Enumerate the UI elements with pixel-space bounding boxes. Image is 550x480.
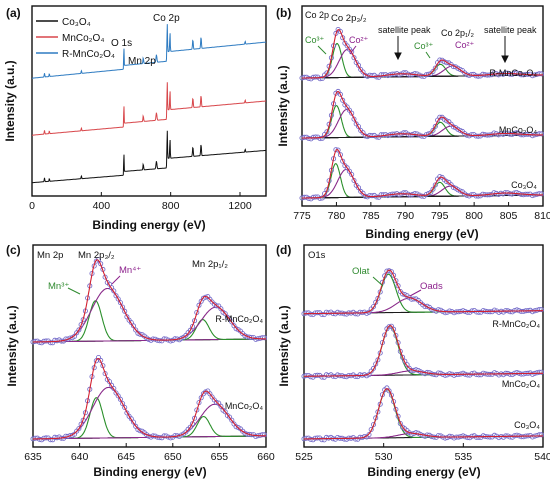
x-tick-label: 530 [375,451,393,463]
x-tick-label: 400 [93,200,111,212]
panel-d-arrows [372,276,422,297]
panel-a-label: (a) [6,6,21,20]
panel-d-xlabel: Binding energy (eV) [367,465,480,479]
survey-spectrum-line [32,130,266,184]
x-tick-label: 800 [162,200,180,212]
x-tick-label: 640 [71,451,89,463]
series-label-b-co3o4: Co₃O₄ [511,180,537,190]
annot-satellite-2: satellite peak [484,25,537,35]
annot-mn2p12: Mn 2p₁/₂ [192,259,228,270]
annot-o1s: O 1s [111,38,132,49]
panel-b-ylabel: Intensity (a.u.) [276,65,290,146]
x-tick-label: 790 [397,210,415,222]
panel-d-ylabel: Intensity (a.u.) [277,305,291,386]
panel-d-label: (d) [276,243,291,257]
panel-a-legend: Co₃O₄ MnCo₂O₄ R-MnCo₂O₄ [36,17,115,60]
annot-co3plus-a: Co³⁺ [305,35,325,45]
x-tick-label: 795 [431,210,449,222]
annot-mn3plus: Mn³⁺ [48,281,69,292]
x-tick-label: 0 [29,200,35,212]
annot-co2plus-a: Co²⁺ [349,35,369,45]
x-tick-label: 785 [362,210,380,222]
series-label-c-mnco2o4: MnCo₂O₄ [225,401,264,411]
annot-mn4plus: Mn⁴⁺ [119,265,141,276]
legend-label-mnco2o4: MnCo₂O₄ [62,33,104,44]
envelope-fit-line [32,259,266,343]
x-tick-label: 800 [465,210,483,222]
x-tick-label: 540 [534,451,550,463]
panel-c-arrows [67,275,121,295]
x-tick-label: 650 [164,451,182,463]
envelope-fit-line [302,90,543,139]
annot-co2p12: Co 2p₁/₂ [441,28,475,38]
series-label-b-r-mnco2o4: R-MnCo₂O₄ [489,68,537,78]
panel-a-ylabel: Intensity (a.u.) [3,60,17,141]
x-tick-label: 805 [500,210,518,222]
x-tick-label: 655 [211,451,229,463]
envelope-fit-line [302,148,543,199]
data-point [366,432,372,438]
x-tick-label: 645 [117,451,135,463]
x-tick-label: 660 [257,451,275,463]
envelope-fit-line [304,269,544,315]
series-label-d-r-mnco2o4: R-MnCo₂O₄ [492,319,540,329]
panel-b-arrows [317,36,509,64]
panel-d-title: O1s [308,250,326,261]
series-label-b-mnco2o4: MnCo₂O₄ [499,125,538,135]
panel-b-title: Co 2p [305,10,329,20]
envelope-fit-line [304,325,543,377]
survey-spectrum-line [32,24,266,79]
panel-c-xlabel: Binding energy (eV) [93,465,206,479]
annot-satellite-1: satellite peak [378,25,431,35]
panel-c-label: (c) [6,243,21,257]
panel-a: 0 400 800 1200 (a) Intensity (a.u.) Binding… [3,5,267,232]
panel-b-xlabel: Binding energy (eV) [365,227,478,241]
x-tick-label: 635 [24,451,42,463]
x-tick-label: 535 [455,451,473,463]
x-tick-label: 1200 [228,200,252,212]
series-label-d-co3o4: Co₃O₄ [514,420,540,430]
annot-co2plus-b: Co²⁺ [455,40,475,50]
panel-a-xlabel: Binding energy (eV) [92,218,205,232]
panel-c-title: Mn 2p [37,250,63,261]
panel-b: 775 780 785 790 795 800 805 810 (b) Co 2p Inten… [276,5,550,241]
panel-b-label: (b) [276,6,291,20]
annot-co2p: Co 2p [153,13,180,24]
x-tick-label: 775 [293,210,311,222]
panel-c: 635 640 645 650 655 660 (c) Mn 2p Intensity (… [5,243,275,479]
legend-label-r-mnco2o4: R-MnCo₂O₄ [62,49,115,60]
annot-mn2p32: Mn 2p₃/₂ [78,250,115,261]
annot-mn2p: Mn 2p [128,56,156,67]
envelope-fit-line [304,388,543,440]
annot-co2p32: Co 2p₃/₂ [331,13,367,24]
legend-label-co3o4: Co₃O₄ [62,17,91,28]
envelope-fit-line [33,357,266,440]
x-tick-label: 525 [295,451,313,463]
envelope-fit-line [302,29,543,79]
panel-c-ylabel: Intensity (a.u.) [5,305,19,386]
data-point [96,257,102,263]
x-tick-label: 810 [534,210,550,222]
survey-spectrum-line [32,82,266,136]
series-label-c-r-mnco2o4: R-MnCo₂O₄ [215,314,263,324]
series-label-d-mnco2o4: MnCo₂O₄ [502,379,541,389]
x-tick-label: 780 [328,210,346,222]
panel-d: 525 530 535 540 (d) O1s Intensity (a.u.) Bi… [276,243,550,479]
annot-co3plus-b: Co³⁺ [414,41,434,51]
annot-oads: Oads [420,281,443,292]
annot-olat: Olat [352,266,370,277]
